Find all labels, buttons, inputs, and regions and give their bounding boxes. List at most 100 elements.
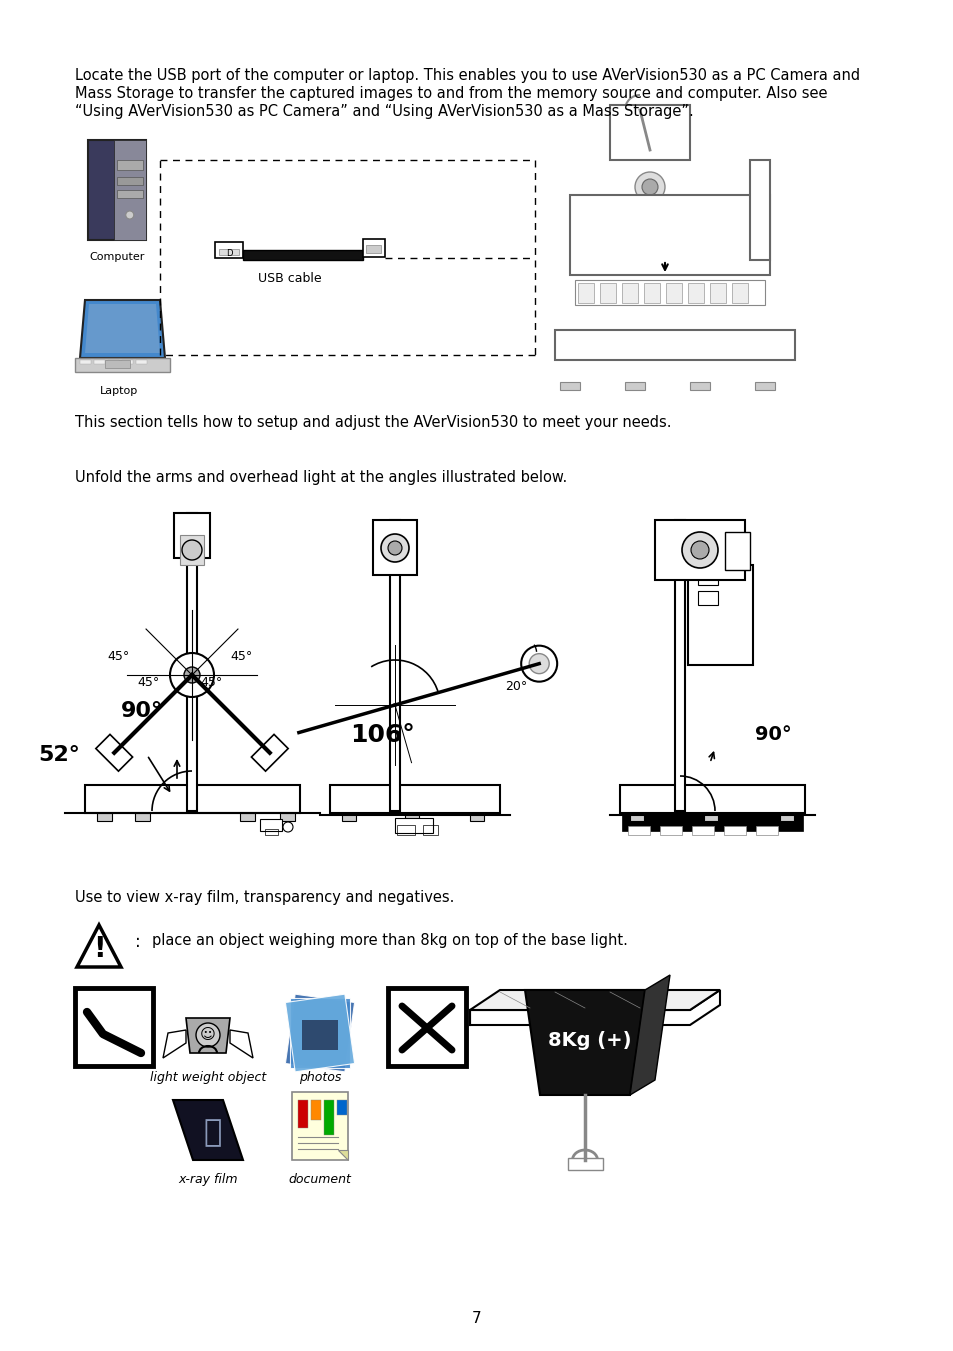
Circle shape — [520, 646, 557, 682]
Bar — [243, 250, 363, 259]
Text: 45°: 45° — [108, 650, 130, 663]
Bar — [336, 1100, 347, 1115]
Bar — [219, 249, 239, 255]
Bar — [75, 358, 170, 372]
Circle shape — [529, 654, 549, 674]
Bar — [108, 359, 119, 363]
Text: USB cable: USB cable — [258, 272, 321, 285]
Text: 90°: 90° — [754, 725, 791, 744]
Bar — [95, 735, 132, 771]
Polygon shape — [337, 1150, 348, 1161]
Bar — [373, 520, 416, 576]
Bar — [187, 513, 196, 811]
Polygon shape — [470, 990, 720, 1011]
Bar — [75, 988, 152, 1066]
Bar — [470, 813, 483, 821]
Bar — [687, 282, 703, 303]
Circle shape — [182, 540, 202, 561]
Bar — [395, 817, 433, 834]
Bar — [723, 825, 745, 835]
Polygon shape — [285, 994, 355, 1071]
Bar — [85, 785, 299, 813]
Bar — [260, 819, 282, 831]
Bar — [114, 141, 146, 240]
Text: 45°: 45° — [230, 650, 252, 663]
Text: Unfold the arms and overhead light at the angles illustrated below.: Unfold the arms and overhead light at th… — [75, 470, 567, 485]
Bar — [396, 825, 415, 835]
Bar — [621, 815, 802, 831]
Circle shape — [283, 821, 293, 832]
Bar — [122, 359, 132, 363]
Bar — [754, 382, 774, 390]
Bar — [755, 825, 778, 835]
Circle shape — [690, 540, 708, 559]
Text: x-ray film: x-ray film — [178, 1173, 237, 1186]
Text: 20°: 20° — [504, 681, 527, 693]
Bar — [569, 195, 769, 276]
Bar — [366, 245, 380, 253]
Bar — [117, 190, 143, 199]
Bar — [599, 282, 616, 303]
Bar — [698, 571, 718, 585]
Bar — [388, 988, 465, 1066]
Text: place an object weighing more than 8kg on top of the base light.: place an object weighing more than 8kg o… — [152, 934, 627, 948]
Bar — [341, 813, 355, 821]
Bar — [609, 105, 689, 159]
Text: 45°: 45° — [200, 677, 222, 689]
Text: Mass Storage to transfer the captured images to and from the memory source and c: Mass Storage to transfer the captured im… — [75, 86, 826, 101]
Bar — [655, 520, 744, 580]
Bar — [422, 825, 437, 835]
Circle shape — [681, 532, 718, 567]
Text: ☺: ☺ — [200, 1028, 215, 1043]
Text: photos: photos — [298, 1071, 341, 1084]
Text: D: D — [226, 250, 232, 258]
Text: Locate the USB port of the computer or laptop. This enables you to use AVerVisio: Locate the USB port of the computer or l… — [75, 68, 860, 82]
Polygon shape — [85, 304, 160, 353]
Bar — [405, 813, 418, 821]
Bar — [687, 565, 752, 665]
Text: light weight object: light weight object — [150, 1071, 266, 1084]
Polygon shape — [285, 994, 355, 1071]
Polygon shape — [290, 998, 350, 1069]
Polygon shape — [163, 1029, 186, 1058]
Bar — [311, 1100, 320, 1120]
Bar — [292, 1092, 348, 1161]
Circle shape — [641, 178, 658, 195]
Bar — [240, 813, 254, 821]
Bar — [749, 159, 769, 259]
Bar — [302, 1020, 337, 1050]
Circle shape — [195, 1023, 220, 1047]
Bar — [88, 141, 146, 240]
Bar — [390, 520, 399, 811]
Text: “Using AVerVision530 as PC Camera” and “Using AVerVision530 as a Mass Storage”.: “Using AVerVision530 as PC Camera” and “… — [75, 104, 693, 119]
Bar — [665, 282, 681, 303]
Circle shape — [635, 172, 664, 203]
Bar — [117, 159, 143, 170]
Text: :: : — [135, 934, 141, 951]
Bar — [117, 177, 143, 185]
Bar — [619, 785, 804, 813]
Bar — [643, 282, 659, 303]
Bar — [135, 813, 150, 821]
Bar — [675, 520, 684, 811]
Bar — [214, 242, 243, 258]
Bar — [324, 1100, 334, 1135]
Text: Computer: Computer — [90, 253, 145, 262]
Bar — [629, 813, 643, 821]
Bar — [105, 359, 130, 367]
Polygon shape — [629, 975, 669, 1096]
Circle shape — [380, 534, 409, 562]
Bar — [559, 382, 579, 390]
Bar — [80, 359, 91, 363]
Bar — [280, 813, 294, 821]
Bar — [97, 813, 112, 821]
Text: Laptop: Laptop — [100, 386, 138, 396]
Text: 7: 7 — [472, 1310, 481, 1325]
Text: 45°: 45° — [137, 677, 160, 689]
Bar — [265, 830, 277, 835]
Circle shape — [388, 540, 401, 555]
Bar — [624, 382, 644, 390]
Text: 52°: 52° — [38, 744, 80, 765]
Bar — [173, 513, 210, 558]
Bar — [659, 825, 681, 835]
